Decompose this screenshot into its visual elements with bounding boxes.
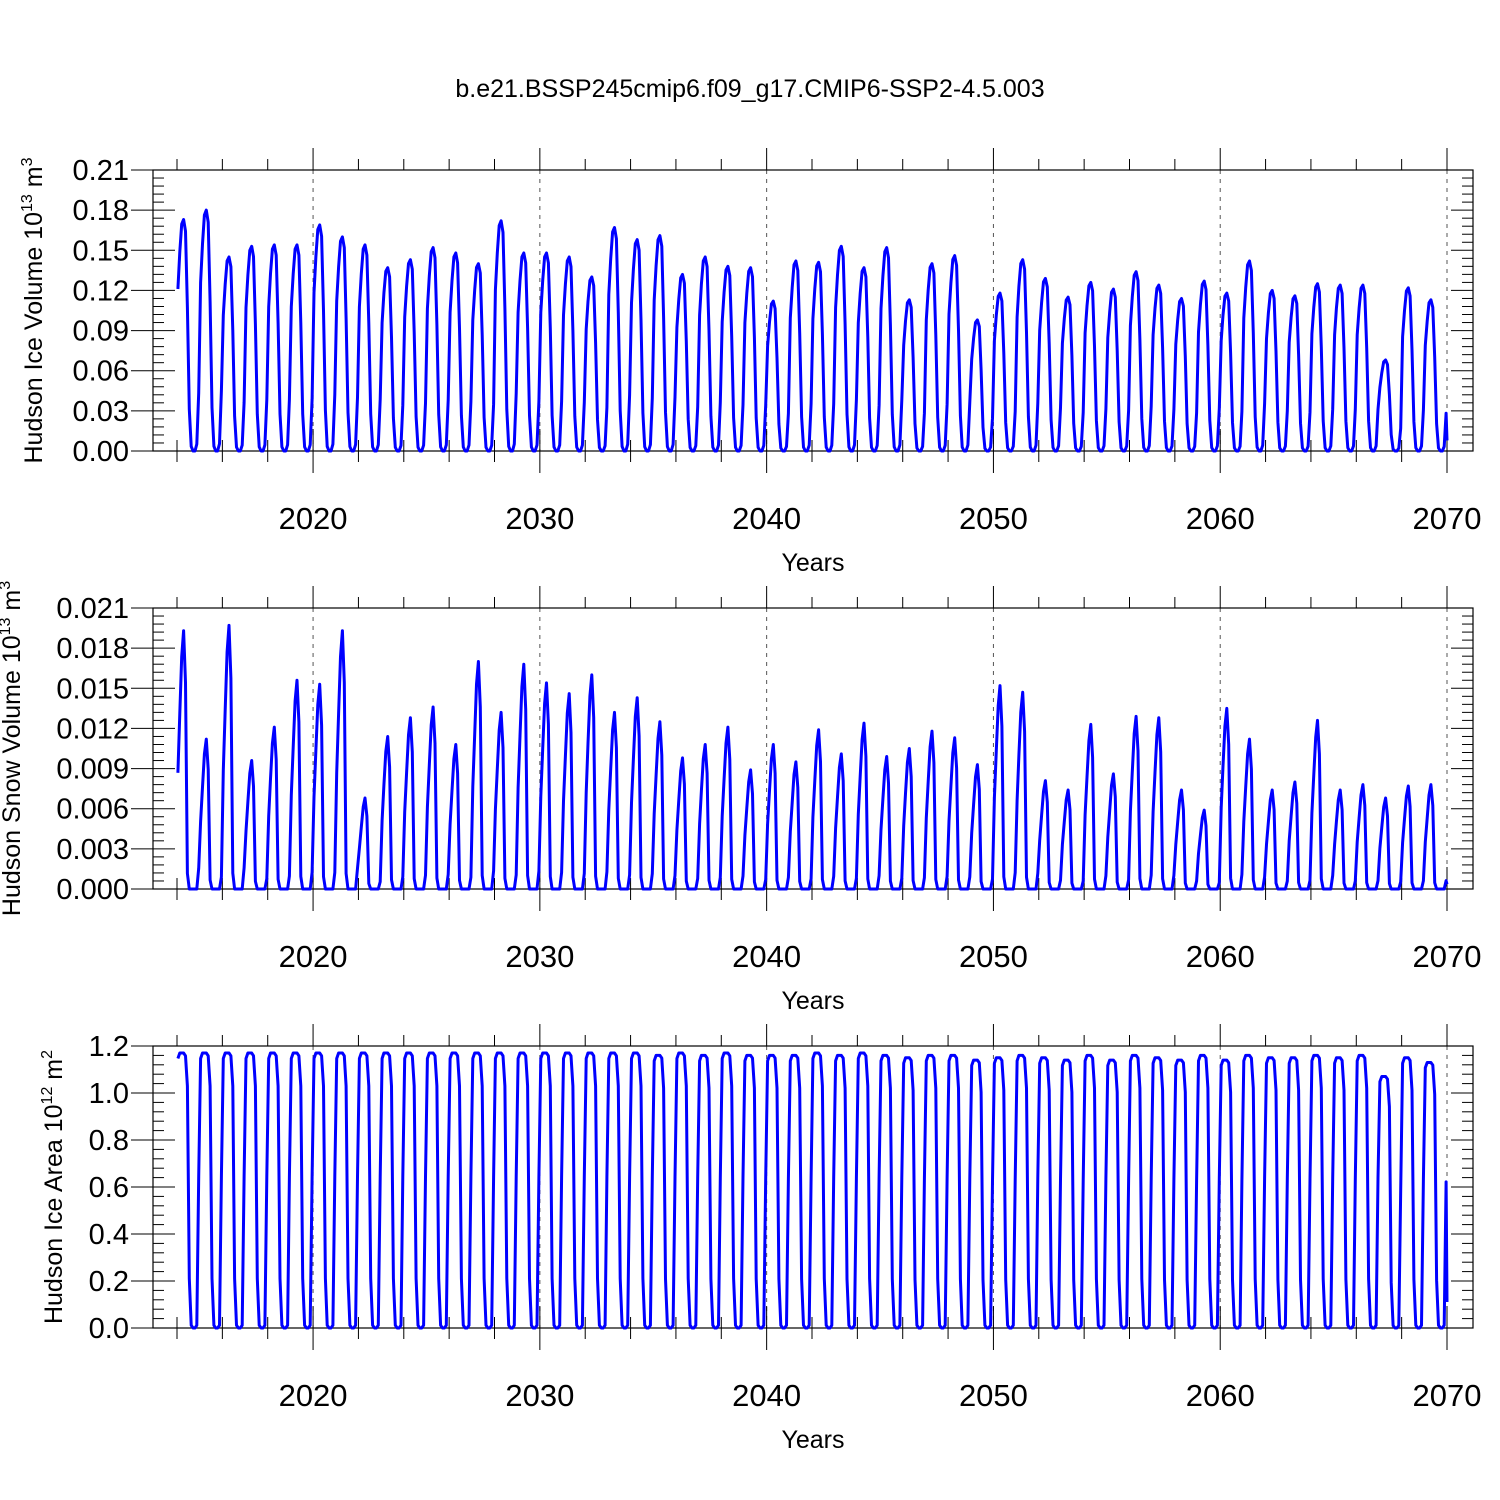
panel-3: 0.0 0.2 0.4 0.6 0.8 1.0 1.2 2020 2030 2040 2050 206… [39,1024,1481,1454]
y-axis-label: Hudson Ice Area 1012 m2 [39,1050,68,1324]
y-tick-label: 0.03 [73,396,129,428]
y-tick-label: 0.18 [73,195,129,227]
figure-title: b.e21.BSSP245cmip6.f09_g17.CMIP6-SSP2-4.… [455,75,1044,103]
y-tick-label: 0.4 [89,1219,129,1251]
x-tick-label: 2020 [279,501,348,536]
y-tick-label: 0.0 [89,1313,129,1345]
y-axis-label-exponent: 12 [39,1087,56,1105]
x-tick-label: 2070 [1413,501,1482,536]
x-tick-label: 2070 [1413,1378,1482,1413]
y-axis-label-unit: m [0,590,26,618]
x-tick-label: 2060 [1186,939,1255,974]
y-axis-label-text: Hudson Ice Volume 10 [20,212,48,464]
x-tick-label: 2060 [1186,1378,1255,1413]
y-axis-label-unit-exponent: 2 [39,1050,56,1059]
y-tick-label: 0.12 [73,275,129,307]
x-tick-label: 2050 [959,939,1028,974]
y-axis-label-exponent: 13 [0,617,14,635]
y-axis-label-unit-exponent: 3 [19,157,36,166]
y-tick-label: 0.015 [56,673,129,705]
y-tick-label: 0.018 [56,633,129,665]
y-tick-label: 0.6 [89,1172,129,1204]
x-axis-label: Years [781,987,844,1015]
plot-frame [152,169,1474,452]
y-tick-label: 0.8 [89,1125,129,1157]
y-axis-label-text: Hudson Snow Volume 10 [0,635,26,916]
y-axis-label-text: Hudson Ice Area 10 [40,1104,68,1324]
panel-1: 0.00 0.03 0.06 0.09 0.12 0.15 0.18 0.21 2020 2030… [19,148,1481,577]
y-axis-label-unit-exponent: 3 [0,581,14,590]
x-tick-label: 2030 [505,939,574,974]
x-tick-label: 2050 [959,1378,1028,1413]
x-tick-label: 2040 [732,939,801,974]
plot-frame [152,607,1474,890]
panel-2: 0.000 0.003 0.006 0.009 0.012 0.015 0.018 0.021… [0,581,1481,1015]
x-tick-label: 2040 [732,501,801,536]
y-axis-label-exponent: 13 [19,194,36,212]
series-line [176,208,1449,453]
y-tick-label: 0.06 [73,356,129,388]
series-line [176,1051,1449,1330]
x-tick-label: 2070 [1413,939,1482,974]
y-tick-label: 0.00 [73,436,129,468]
y-tick-label: 0.21 [73,155,129,187]
x-tick-label: 2020 [279,939,348,974]
y-axis-label: Hudson Snow Volume 1013 m3 [0,581,26,916]
y-tick-label: 0.009 [56,754,129,786]
y-tick-label: 0.09 [73,316,129,348]
y-tick-label: 0.006 [56,794,129,826]
series-line [176,623,1449,891]
y-axis-label: Hudson Ice Volume 1013 m3 [19,157,48,463]
y-tick-label: 1.2 [89,1031,129,1063]
x-tick-label: 2030 [505,1378,574,1413]
y-tick-label: 0.021 [56,593,129,625]
y-tick-label: 1.0 [89,1078,129,1110]
x-axis-label: Years [781,549,844,577]
x-axis-label: Years [781,1426,844,1454]
x-tick-label: 2030 [505,501,574,536]
y-tick-label: 0.000 [56,874,129,906]
y-axis-label-unit: m [20,166,48,194]
x-tick-label: 2050 [959,501,1028,536]
y-axis-label-unit: m [40,1059,68,1087]
y-tick-label: 0.2 [89,1266,129,1298]
y-tick-label: 0.012 [56,713,129,745]
y-tick-label: 0.15 [73,235,129,267]
x-tick-label: 2020 [279,1378,348,1413]
x-tick-label: 2060 [1186,501,1255,536]
x-tick-label: 2040 [732,1378,801,1413]
y-tick-label: 0.003 [56,834,129,866]
